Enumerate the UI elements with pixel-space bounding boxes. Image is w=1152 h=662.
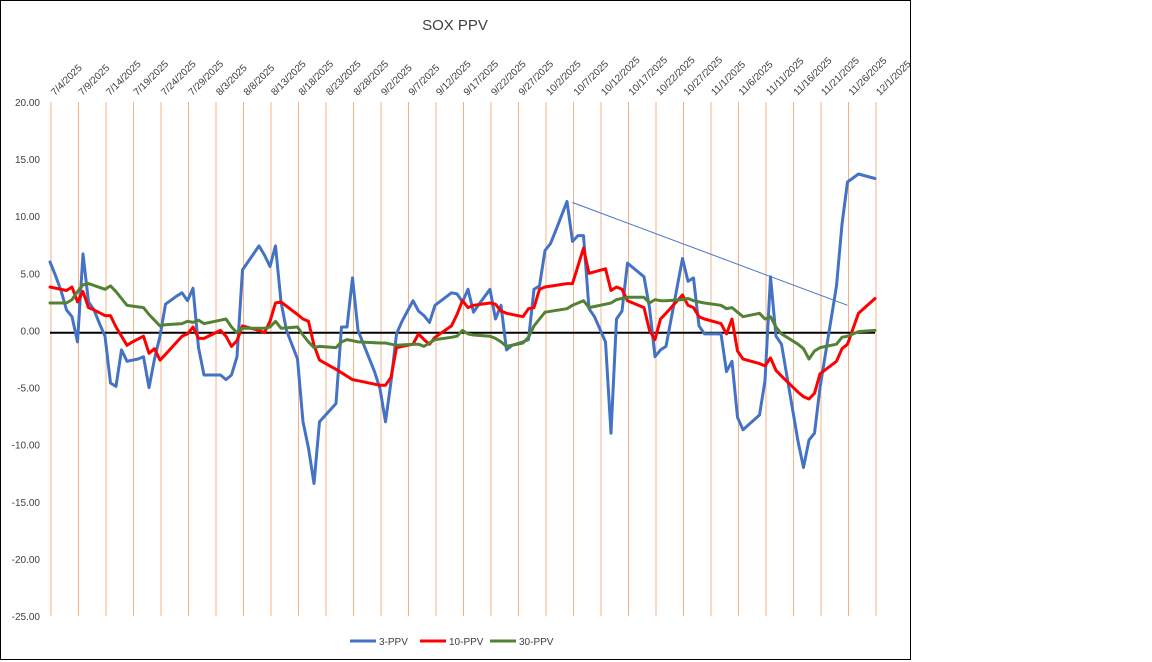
y-axis: 20.00 15.00 10.00 5.00 0.00 -5.00 -10.00 -15.00… bbox=[12, 98, 41, 623]
series-line-10-ppv bbox=[48, 246, 877, 401]
series-line-3-ppv bbox=[48, 172, 877, 485]
y-tick-label: -10.00 bbox=[12, 441, 41, 452]
x-axis: 7/4/20257/9/20257/14/20257/19/20257/24/2… bbox=[49, 55, 914, 98]
y-tick-label: -5.00 bbox=[17, 384, 40, 395]
y-tick-label: -25.00 bbox=[12, 612, 41, 623]
vertical-gridlines bbox=[50, 102, 877, 616]
legend: 3-PPV 10-PPV 30-PPV bbox=[350, 637, 554, 648]
chart-title: SOX PPV bbox=[422, 17, 488, 34]
y-tick-label: 15.00 bbox=[15, 155, 40, 166]
y-tick-label: -15.00 bbox=[12, 498, 41, 509]
legend-label-10-ppv: 10-PPV bbox=[449, 637, 484, 648]
legend-label-30-ppv: 30-PPV bbox=[519, 637, 554, 648]
y-tick-label: 0.00 bbox=[21, 326, 41, 337]
chart-frame bbox=[0, 0, 911, 660]
legend-label-3-ppv: 3-PPV bbox=[379, 637, 408, 648]
y-tick-label: 10.00 bbox=[15, 212, 40, 223]
y-tick-label: 20.00 bbox=[15, 98, 40, 109]
series-line-30-ppv bbox=[48, 282, 877, 361]
y-tick-label: -20.00 bbox=[12, 555, 41, 566]
y-tick-label: 5.00 bbox=[21, 269, 41, 280]
reference-lines bbox=[50, 202, 875, 334]
series-lines bbox=[48, 172, 877, 485]
trend-line bbox=[572, 202, 848, 306]
